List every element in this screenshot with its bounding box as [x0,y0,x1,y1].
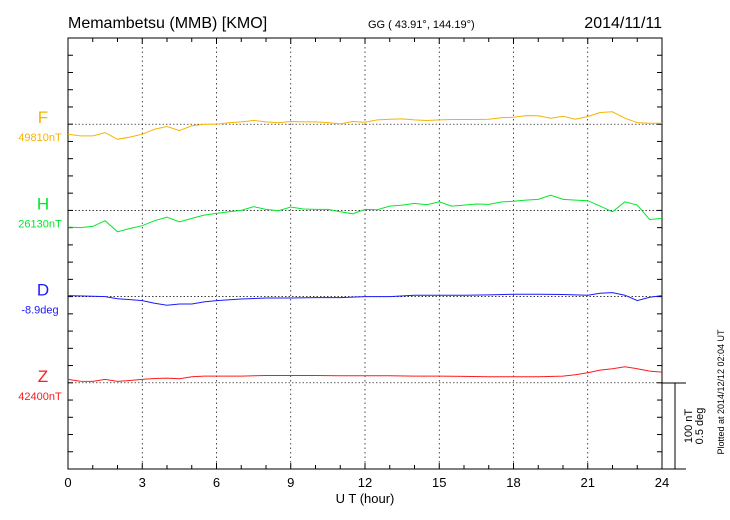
x-tick-label: 3 [139,475,146,490]
x-tick-label: 21 [581,475,595,490]
traces [67,111,663,382]
trace-H [67,194,663,233]
axes: 0 3 6 9 12 15 18 21 24 [64,37,669,490]
x-tick-label: 18 [506,475,520,490]
date-label: 2014/11/11 [584,15,662,32]
baseline-value-Z: 42400nT [18,391,62,403]
component-label-D: D [37,281,49,300]
x-tick-label: 12 [358,475,372,490]
scale-deg-label: 0.5 deg [694,408,706,445]
x-tick-label: 15 [432,475,446,490]
series-labels: F 49810nT H 26130nT D -8.9deg Z 42400nT [18,108,62,403]
scale-bar: 100 nT 0.5 deg [662,382,706,470]
scale-nt-label: 100 nT [683,409,695,444]
trace-Z [67,366,663,382]
component-label-Z: Z [38,367,48,386]
station-title: Memambetsu (MMB) [KMO] [68,15,267,32]
grid [68,38,662,469]
component-label-F: F [38,108,48,127]
x-tick-label: 9 [287,475,294,490]
component-label-H: H [37,194,49,213]
x-axis-title: U T (hour) [336,491,395,506]
baseline-value-F: 49810nT [18,132,62,144]
coords-label: GG ( 43.91°, 144.19°) [368,19,475,31]
x-tick-label: 0 [64,475,71,490]
x-tick-label: 24 [655,475,669,490]
baseline-value-D: -8.9deg [21,305,58,317]
trace-D [67,292,663,306]
trace-F [67,111,662,140]
baseline-value-H: 26130nT [18,218,62,230]
plotted-timestamp: Plotted at 2014/12/12 02:04 UT [716,329,726,455]
plot-frame [67,37,663,470]
x-tick-label: 6 [213,475,220,490]
